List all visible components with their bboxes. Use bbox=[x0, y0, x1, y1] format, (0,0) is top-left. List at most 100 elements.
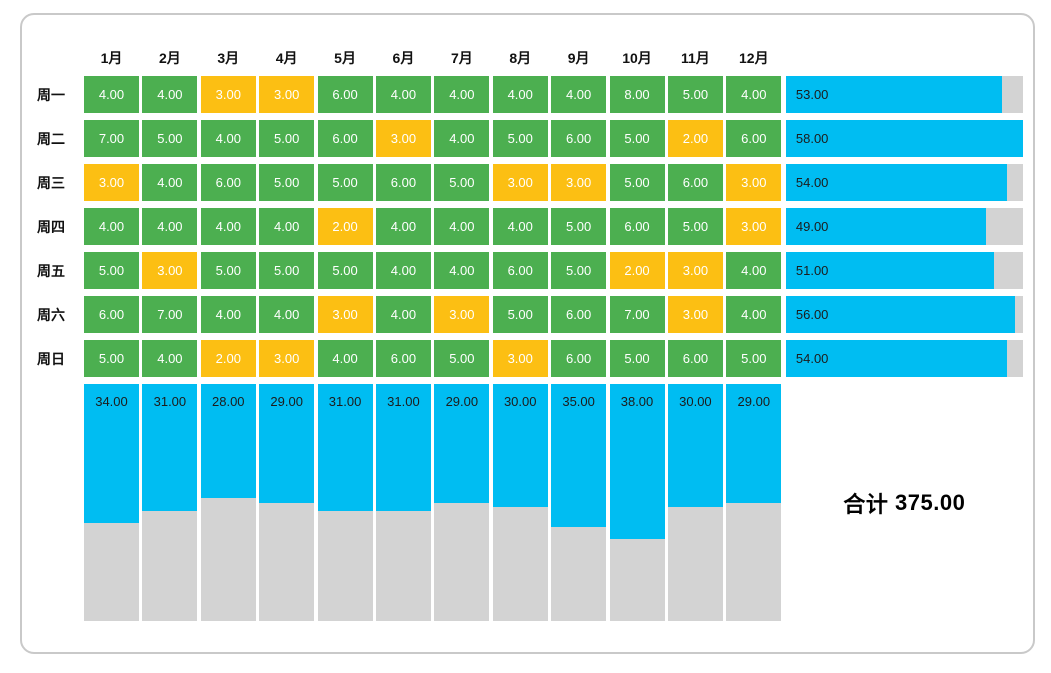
column-total-value: 31.00 bbox=[387, 394, 420, 409]
column-total-bar: 30.00 bbox=[492, 384, 548, 621]
matrix-cell: 4.00 bbox=[492, 208, 548, 245]
column-total-bar: 38.00 bbox=[609, 384, 665, 621]
column-total-value: 29.00 bbox=[737, 394, 771, 409]
row-total-bar-fill bbox=[785, 76, 1003, 113]
column-total-value: 34.00 bbox=[95, 394, 128, 409]
month-header-label: 7月 bbox=[450, 50, 473, 66]
matrix-cell: 2.00 bbox=[200, 340, 256, 377]
matrix-cell: 3.00 bbox=[726, 208, 782, 245]
row-total-bar-fill bbox=[785, 296, 1015, 333]
matrix-cell: 5.00 bbox=[142, 120, 198, 157]
matrix-cell: 4.00 bbox=[375, 252, 431, 289]
month-header-label: 10月 bbox=[622, 50, 652, 66]
matrix-cell: 3.00 bbox=[142, 252, 198, 289]
row-total-bar: 56.00 bbox=[785, 296, 1023, 333]
matrix-cell: 4.00 bbox=[200, 208, 256, 245]
row-total-bar-fill bbox=[785, 164, 1007, 201]
bottom-spacer bbox=[22, 384, 84, 621]
matrix-cell: 5.00 bbox=[492, 296, 548, 333]
weekday-label: 周日 bbox=[37, 350, 65, 367]
matrix-cell: 6.00 bbox=[317, 76, 373, 113]
column-total-value: 29.00 bbox=[270, 394, 303, 409]
matrix-cell: 7.00 bbox=[142, 296, 198, 333]
row-total-bar-fill bbox=[785, 252, 995, 289]
column-totals-row: 34.00 31.00 28.00 29.00 31.00 31.00 29.00 30.00… bbox=[22, 384, 1033, 621]
row-total-bar: 51.00 bbox=[785, 252, 1023, 289]
column-total-bar-fill bbox=[375, 384, 431, 511]
row-total-value: 58.00 bbox=[795, 131, 829, 146]
column-total-bar: 35.00 bbox=[551, 384, 607, 621]
matrix-cell: 5.00 bbox=[434, 340, 490, 377]
row-total-value: 54.00 bbox=[795, 351, 829, 366]
matrix-cell: 3.00 bbox=[375, 120, 431, 157]
matrix-cell: 4.00 bbox=[259, 296, 315, 333]
matrix-cell: 3.00 bbox=[667, 296, 723, 333]
weekday-label: 周一 bbox=[37, 86, 65, 103]
matrix-cell: 5.00 bbox=[259, 252, 315, 289]
matrix-row: 周二 7.00 5.00 4.00 5.00 6.00 3.00 4.00 5.00 6.00 5.… bbox=[22, 120, 1033, 157]
matrix-cell: 5.00 bbox=[317, 164, 373, 201]
matrix-cell: 3.00 bbox=[259, 340, 315, 377]
matrix-cell: 4.00 bbox=[200, 120, 256, 157]
matrix-cell: 2.00 bbox=[317, 208, 373, 245]
matrix-cell: 4.00 bbox=[434, 208, 490, 245]
matrix-row: 周五 5.00 3.00 5.00 5.00 5.00 4.00 4.00 6.00 5.00 2.… bbox=[22, 252, 1033, 289]
column-total-bar-fill bbox=[200, 384, 256, 499]
weekday-label: 周四 bbox=[37, 218, 65, 235]
row-total-bar: 54.00 bbox=[785, 340, 1023, 377]
column-total-bar: 34.00 bbox=[84, 384, 139, 621]
row-total-bar: 54.00 bbox=[785, 164, 1023, 201]
month-header-label: 3月 bbox=[217, 50, 240, 66]
matrix-row: 周六 6.00 7.00 4.00 4.00 3.00 4.00 3.00 5.00 6.00 7.… bbox=[22, 296, 1033, 333]
matrix-cell: 5.00 bbox=[609, 120, 665, 157]
column-total-value: 31.00 bbox=[153, 394, 187, 409]
column-total-bar: 31.00 bbox=[142, 384, 198, 621]
matrix-cell: 6.00 bbox=[84, 296, 139, 333]
matrix-cell: 3.00 bbox=[492, 164, 548, 201]
matrix-cell: 3.00 bbox=[551, 164, 607, 201]
matrix-cell: 4.00 bbox=[375, 76, 431, 113]
matrix-cell: 5.00 bbox=[84, 252, 139, 289]
column-total-value: 31.00 bbox=[328, 394, 362, 409]
month-header-label: 9月 bbox=[567, 50, 590, 66]
matrix-cell: 5.00 bbox=[259, 120, 315, 157]
column-total-value: 30.00 bbox=[679, 394, 712, 409]
grand-total-label: 合计 bbox=[843, 491, 889, 517]
column-total-bar-fill bbox=[726, 384, 782, 503]
row-total-value: 53.00 bbox=[795, 87, 829, 102]
matrix-cell: 4.00 bbox=[317, 340, 373, 377]
month-header-row: 1月 2月 3月 4月 5月 6月 7月 8月 9月 10月 11月 12月 bbox=[22, 15, 1033, 76]
column-total-bar-fill bbox=[609, 384, 665, 540]
column-total-value: 30.00 bbox=[503, 394, 537, 409]
row-total-bar-fill bbox=[785, 120, 1023, 157]
column-total-bar: 31.00 bbox=[317, 384, 373, 621]
column-total-value: 38.00 bbox=[620, 394, 654, 409]
row-total-bar: 58.00 bbox=[785, 120, 1023, 157]
matrix-cell: 5.00 bbox=[667, 208, 723, 245]
column-total-bar: 29.00 bbox=[726, 384, 782, 621]
weekday-label: 周二 bbox=[37, 130, 65, 147]
matrix-cell: 4.00 bbox=[142, 340, 198, 377]
row-total-bar-fill bbox=[785, 340, 1007, 377]
row-total-bar-fill bbox=[785, 208, 987, 245]
row-total-bar: 49.00 bbox=[785, 208, 1023, 245]
row-total-value: 51.00 bbox=[795, 263, 829, 278]
column-total-bar: 28.00 bbox=[200, 384, 256, 621]
matrix-cell: 6.00 bbox=[551, 296, 607, 333]
matrix-cell: 6.00 bbox=[551, 120, 607, 157]
matrix-cell: 5.00 bbox=[317, 252, 373, 289]
matrix-cell: 4.00 bbox=[434, 252, 490, 289]
month-header-label: 6月 bbox=[392, 50, 415, 66]
matrix-cell: 6.00 bbox=[551, 340, 607, 377]
weekday-label: 周三 bbox=[37, 174, 65, 191]
month-header-label: 8月 bbox=[509, 50, 532, 66]
matrix-cell: 4.00 bbox=[142, 76, 198, 113]
column-total-bar-fill bbox=[259, 384, 315, 503]
matrix-cell: 5.00 bbox=[492, 120, 548, 157]
matrix-row: 周四 4.00 4.00 4.00 4.00 2.00 4.00 4.00 4.00 5.00 6.… bbox=[22, 208, 1033, 245]
matrix-cell: 6.00 bbox=[200, 164, 256, 201]
matrix-cell: 5.00 bbox=[609, 164, 665, 201]
row-total-bar: 53.00 bbox=[785, 76, 1023, 113]
matrix-chart-card: 1月 2月 3月 4月 5月 6月 7月 8月 9月 10月 11月 12月 周一 4.00 4.00 3.… bbox=[20, 13, 1035, 654]
matrix-rows: 周一 4.00 4.00 3.00 3.00 6.00 4.00 4.00 4.00 4.00 8.… bbox=[22, 76, 1033, 377]
